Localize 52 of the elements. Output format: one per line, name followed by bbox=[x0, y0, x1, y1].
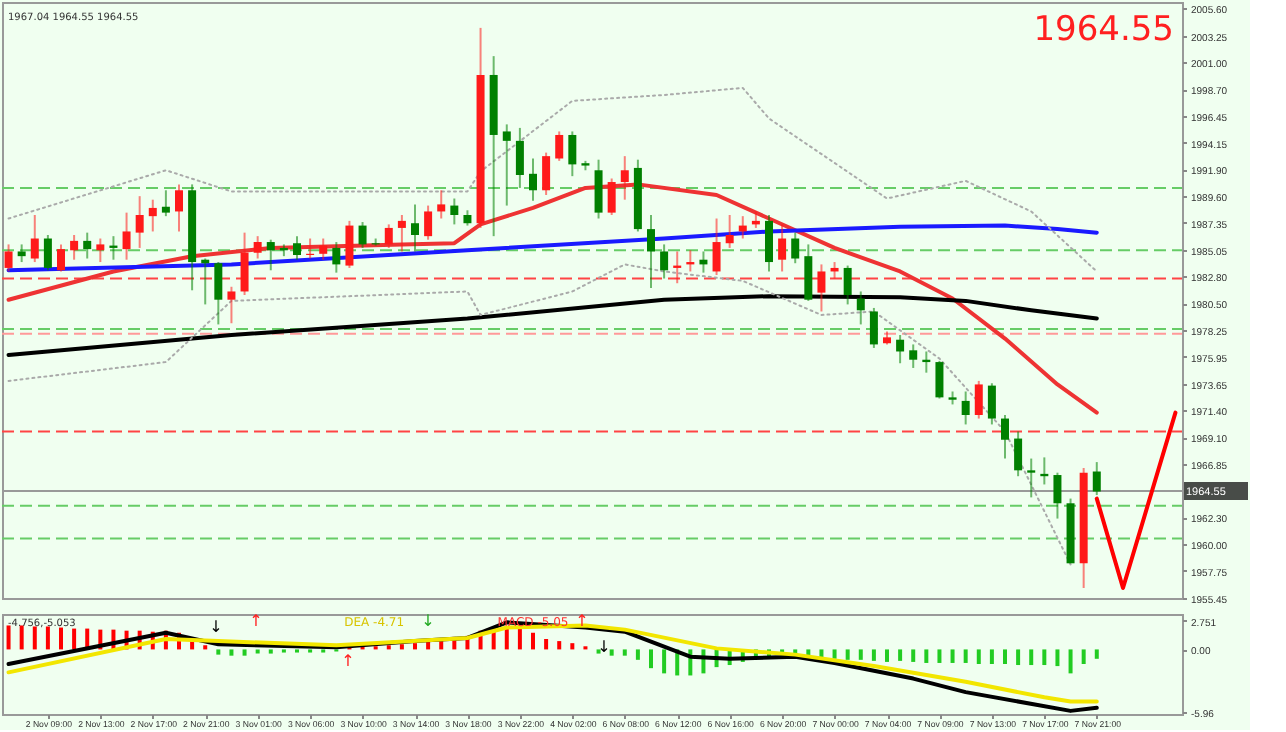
bar bbox=[557, 641, 562, 650]
bar bbox=[871, 649, 876, 661]
bar bbox=[609, 649, 614, 656]
bar bbox=[229, 649, 234, 656]
bar bbox=[1042, 649, 1047, 666]
bar bbox=[898, 649, 903, 661]
bar bbox=[6, 625, 11, 650]
bar bbox=[845, 649, 850, 660]
bar bbox=[45, 626, 50, 650]
bar bbox=[937, 649, 942, 663]
bar bbox=[413, 643, 417, 650]
annotation: ↓ bbox=[421, 612, 435, 630]
bar bbox=[1094, 649, 1099, 659]
bar bbox=[1029, 649, 1034, 666]
bar bbox=[72, 628, 77, 650]
bar bbox=[832, 649, 837, 659]
bar bbox=[662, 649, 667, 674]
bar bbox=[1003, 649, 1007, 664]
annotation: 1964.55 bbox=[1033, 10, 1174, 50]
annotation: ↑ bbox=[341, 652, 355, 670]
bar bbox=[911, 649, 916, 662]
line-series bbox=[7, 86, 1098, 273]
bar bbox=[622, 649, 627, 656]
bar bbox=[32, 626, 37, 650]
bar bbox=[59, 627, 63, 650]
bar bbox=[950, 649, 955, 663]
bar bbox=[1068, 649, 1073, 674]
bar bbox=[649, 649, 653, 669]
bar bbox=[1081, 649, 1086, 664]
line-series bbox=[6, 294, 1099, 358]
bar bbox=[858, 649, 863, 660]
bar bbox=[1055, 649, 1060, 667]
annotation: ↑ bbox=[249, 612, 263, 630]
line-series bbox=[6, 223, 1099, 273]
bar bbox=[242, 649, 247, 656]
bar bbox=[517, 628, 522, 650]
bar bbox=[635, 649, 640, 660]
bar bbox=[19, 625, 24, 650]
bar bbox=[1016, 649, 1021, 666]
bar bbox=[544, 639, 549, 650]
bar bbox=[885, 649, 889, 662]
bar bbox=[399, 644, 404, 650]
annotation: ↓ bbox=[597, 638, 611, 656]
bar bbox=[976, 649, 981, 664]
bar bbox=[570, 643, 575, 650]
line-series bbox=[6, 182, 1099, 415]
bar bbox=[924, 649, 929, 663]
bar bbox=[216, 649, 221, 655]
annotation: ↓ bbox=[209, 618, 223, 636]
bar bbox=[989, 649, 994, 664]
bar bbox=[963, 649, 968, 663]
bar bbox=[531, 632, 535, 650]
